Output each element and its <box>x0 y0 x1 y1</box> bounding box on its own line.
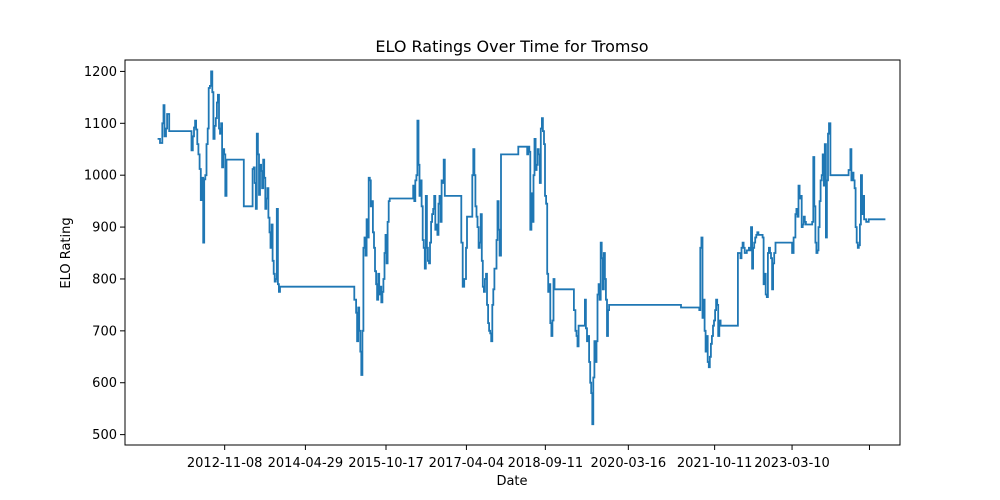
series-line-tromso <box>157 70 886 426</box>
x-tick-label: 2018-09-11 <box>508 456 584 471</box>
plot-frame <box>124 59 901 446</box>
chart-title: ELO Ratings Over Time for Tromso <box>375 37 648 56</box>
x-tick-label: 2015-10-17 <box>348 456 424 471</box>
x-tick-label: 2017-04-04 <box>429 456 505 471</box>
x-tick-label: 2012-11-08 <box>187 456 263 471</box>
y-tick-label: 600 <box>92 376 117 391</box>
x-tick-label: 2020-03-16 <box>591 456 667 471</box>
y-tick-label: 500 <box>92 428 117 443</box>
x-tick-label: 2014-04-29 <box>268 456 344 471</box>
y-tick-label: 800 <box>92 272 117 287</box>
y-tick-label: 1000 <box>84 169 117 184</box>
y-axis-label: ELO Rating <box>59 217 74 288</box>
y-axis-ticks: 500 600 700 800 900 1000 1100 1200 <box>84 65 125 443</box>
y-tick-label: 1200 <box>84 65 117 80</box>
x-tick-label: 2021-10-11 <box>677 456 753 471</box>
y-tick-label: 700 <box>92 324 117 339</box>
x-tick-label: 2023-03-10 <box>754 456 830 471</box>
y-tick-label: 1100 <box>84 117 117 132</box>
y-tick-label: 900 <box>92 221 117 236</box>
x-axis-label: Date <box>496 474 527 489</box>
plot-background <box>125 60 900 445</box>
x-axis-ticks: 2012-11-08 2014-04-29 2015-10-17 2017-04-04… <box>187 445 870 471</box>
